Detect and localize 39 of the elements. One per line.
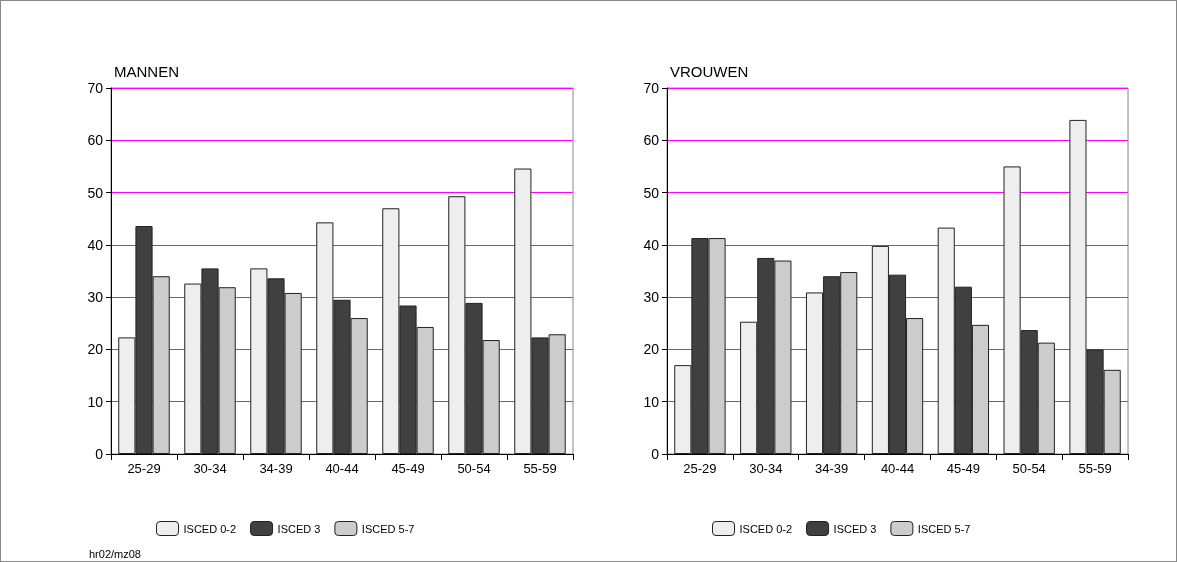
y-tick-label: 10 <box>87 393 104 410</box>
y-tick-label: 70 <box>643 80 660 96</box>
y-tick-label: 40 <box>87 236 104 253</box>
x-tick-label: 55-59 <box>1078 461 1112 476</box>
x-tick-label: 45-49 <box>391 461 425 476</box>
x-tick-label: 50-54 <box>1012 461 1046 476</box>
x-tick-label: 34-39 <box>815 461 849 476</box>
text: hr02/mz08 <box>89 547 141 560</box>
x-tick-label: 25-29 <box>683 461 717 476</box>
x-tick-label: 55-59 <box>523 461 557 476</box>
legend-label: ISCED 5-7 <box>917 522 971 535</box>
x-tick-label: 45-49 <box>946 461 980 476</box>
chart-title: VROUWEN <box>670 63 749 80</box>
x-tick-label: 40-44 <box>880 461 915 476</box>
x-tick-label: 25-29 <box>127 461 161 476</box>
x-tick-label: 30-34 <box>749 461 783 476</box>
y-tick-label: 20 <box>87 341 104 358</box>
y-tick-label: 60 <box>87 132 104 149</box>
x-tick-label: 34-39 <box>259 461 293 476</box>
legend-label: ISCED 0-2 <box>183 522 237 535</box>
y-tick-label: 30 <box>643 289 660 306</box>
y-tick-label: 50 <box>643 184 660 201</box>
y-tick-label: 70 <box>87 80 104 96</box>
x-tick-label: 50-54 <box>457 461 491 476</box>
legend-label: ISCED 3 <box>833 522 877 535</box>
x-tick-label: 30-34 <box>193 461 227 476</box>
x-tick-label: 40-44 <box>325 461 359 476</box>
legend-label: ISCED 3 <box>277 522 321 535</box>
y-tick-label: 30 <box>87 289 104 306</box>
y-tick-label: 50 <box>87 184 104 201</box>
y-tick-label: 0 <box>95 446 104 462</box>
y-tick-label: 10 <box>643 393 660 410</box>
chart-title: MANNEN <box>114 63 180 80</box>
y-tick-label: 20 <box>643 341 660 358</box>
y-tick-label: 0 <box>651 446 660 462</box>
y-tick-label: 60 <box>643 132 660 149</box>
y-tick-label: 40 <box>643 236 660 253</box>
legend-label: ISCED 0-2 <box>739 522 793 535</box>
legend-label: ISCED 5-7 <box>361 522 415 535</box>
